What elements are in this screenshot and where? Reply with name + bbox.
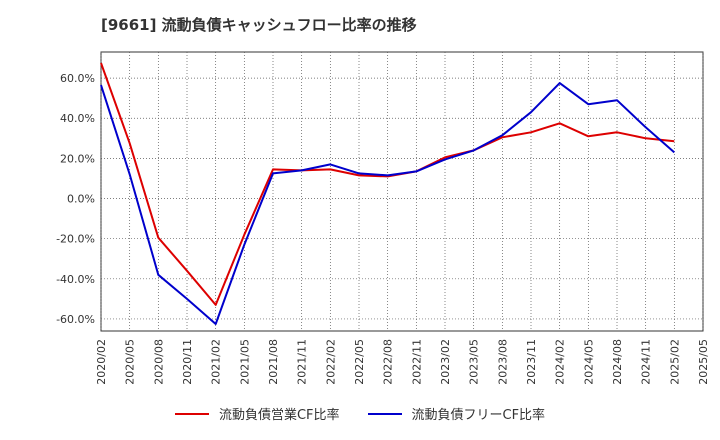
x-tick-label: 2020/08 (152, 339, 165, 385)
y-tick-label: -20.0% (56, 233, 95, 246)
legend-item-free-cf: 流動負債フリーCF比率 (367, 404, 546, 423)
x-tick-label: 2022/11 (410, 339, 423, 385)
x-tick-label: 2023/08 (496, 339, 509, 385)
x-tick-label: 2021/11 (296, 339, 309, 385)
y-tick-label: 40.0% (60, 112, 95, 125)
y-tick-label: 60.0% (60, 72, 95, 85)
chart-title: [9661] 流動負債キャッシュフロー比率の推移 (101, 16, 417, 34)
y-tick-label: 0.0% (67, 193, 95, 206)
y-tick-label: -40.0% (56, 273, 95, 286)
x-tick-label: 2022/02 (324, 339, 337, 385)
legend-label-free-cf: 流動負債フリーCF比率 (411, 408, 546, 423)
x-tick-label: 2024/05 (582, 339, 595, 385)
legend-label-operating-cf: 流動負債営業CF比率 (218, 408, 340, 423)
x-tick-label: 2023/11 (525, 339, 538, 385)
x-tick-label: 2022/05 (353, 339, 366, 385)
legend: 流動負債営業CF比率 流動負債フリーCF比率 (0, 404, 720, 423)
x-tick-label: 2023/02 (439, 339, 452, 385)
y-tick-label: -60.0% (56, 313, 95, 326)
x-tick-label: 2025/02 (668, 339, 681, 385)
x-tick-label: 2021/08 (267, 339, 280, 385)
legend-item-operating-cf: 流動負債営業CF比率 (174, 404, 340, 423)
x-tick-label: 2022/08 (382, 339, 395, 385)
x-tick-label: 2023/05 (468, 339, 481, 385)
x-tick-label: 2020/11 (181, 339, 194, 385)
legend-swatch-free-cf (367, 412, 402, 415)
x-tick-label: 2020/02 (95, 339, 108, 385)
y-tick-label: 20.0% (60, 152, 95, 165)
x-tick-label: 2021/05 (238, 339, 251, 385)
x-tick-label: 2024/11 (640, 339, 653, 385)
x-tick-label: 2025/05 (697, 339, 710, 385)
x-tick-label: 2024/02 (554, 339, 567, 385)
plot-area (100, 51, 704, 332)
legend-swatch-operating-cf (174, 412, 209, 415)
series-line-free-cf (100, 82, 675, 325)
x-tick-label: 2024/08 (611, 339, 624, 385)
x-tick-label: 2021/02 (210, 339, 223, 385)
x-tick-label: 2020/05 (124, 339, 137, 385)
